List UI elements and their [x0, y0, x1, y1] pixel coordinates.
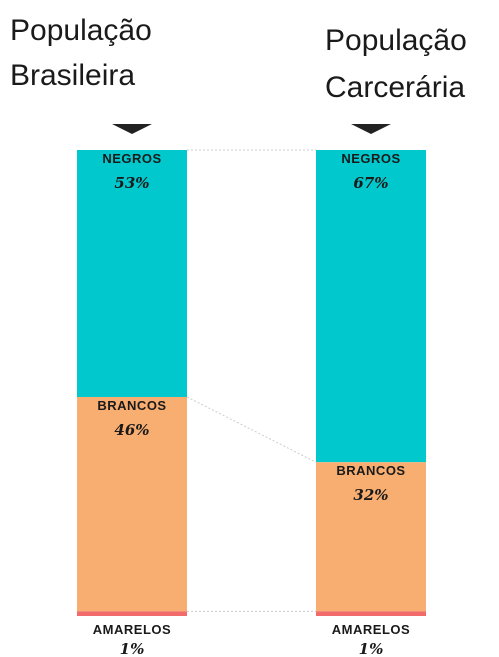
segment-value: 32% — [353, 486, 388, 504]
segment-value: 46% — [114, 421, 149, 439]
column-title-line: População — [10, 14, 152, 47]
segment-label: NEGROS — [341, 151, 400, 166]
segment-value: 1% — [120, 640, 145, 657]
bar-segment-negros — [316, 150, 426, 463]
segment-value: 1% — [359, 640, 384, 657]
bar-segment-amarelos — [316, 611, 426, 616]
connector-line — [186, 396, 317, 463]
segment-label: AMARELOS — [332, 622, 410, 637]
segment-label: BRANCOS — [97, 398, 166, 413]
bar-segment-brancos — [77, 396, 187, 612]
bar-segment-brancos — [316, 462, 426, 612]
bar-segment-amarelos — [77, 611, 187, 616]
column-title-line: Carcerária — [325, 71, 465, 104]
segment-value: 53% — [114, 174, 149, 192]
segment-label: NEGROS — [102, 151, 161, 166]
segment-label: AMARELOS — [93, 622, 171, 637]
segment-value: 67% — [353, 174, 388, 192]
column-title-line: População — [325, 24, 467, 57]
segment-label: BRANCOS — [336, 463, 405, 478]
column-title-line: Brasileira — [10, 59, 135, 92]
bar-segment-negros — [77, 150, 187, 397]
column-marker-icon — [351, 124, 391, 134]
column-marker-icon — [112, 124, 152, 134]
